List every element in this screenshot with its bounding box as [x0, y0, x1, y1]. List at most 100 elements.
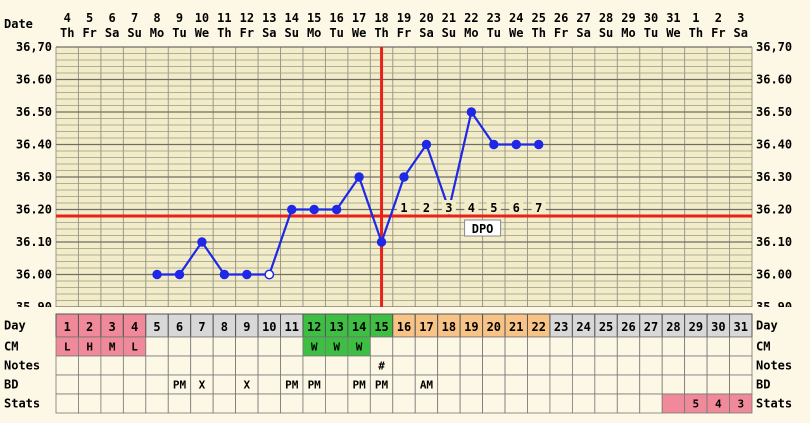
day-number: 7	[198, 320, 205, 334]
day-number: 18	[442, 320, 456, 334]
y-axis-left-group: 35,9036.0036.1036.2036.3036.4036.5036.60…	[16, 40, 52, 314]
weekday-label: Fr	[397, 26, 411, 40]
bd-cell	[55, 374, 79, 395]
cm-cell	[280, 336, 304, 357]
bd-cell	[571, 374, 596, 395]
cm-cell-text: W	[333, 341, 340, 354]
day-number: 23	[554, 320, 568, 334]
weekday-label: Su	[442, 26, 456, 40]
date-tick-label: 1	[692, 11, 699, 25]
date-tick-label: 28	[599, 11, 613, 25]
cm-cell	[414, 336, 439, 357]
weekday-label: Tu	[644, 26, 658, 40]
dpo-label-box	[464, 219, 502, 237]
day-number: 30	[711, 320, 725, 334]
date-tick-label: 6	[109, 11, 116, 25]
notes-cell	[594, 355, 618, 376]
date-header-label: Date	[4, 17, 33, 31]
date-tick-label: 5	[86, 11, 93, 25]
weekday-label: Sa	[419, 26, 433, 40]
bd-cell	[392, 374, 416, 395]
date-tick-label: 30	[644, 11, 658, 25]
date-tick-label: 24	[509, 11, 523, 25]
date-tick-label: 31	[666, 11, 680, 25]
cm-cell	[482, 336, 506, 357]
day-number: 14	[352, 320, 366, 334]
notes-cell	[639, 355, 663, 376]
notes-cell	[190, 355, 214, 376]
rows-group: 1 2 3 4 5 6 7 8 9 10 11 12 13 14 15 16 17 18 19 20 21 22 23 24 2…	[0, 307, 810, 423]
dpo-number-bg	[419, 200, 434, 214]
temperature-point	[331, 204, 342, 215]
notes-cell	[167, 355, 192, 376]
date-tick-label: 15	[307, 11, 321, 25]
day-number: 27	[644, 320, 658, 334]
reference-lines-group	[56, 47, 752, 307]
stats-cell	[369, 393, 394, 414]
stats-cell	[639, 393, 663, 414]
notes-cell	[122, 355, 147, 376]
temperature-point	[242, 269, 252, 280]
date-tick-label: 14	[285, 11, 299, 25]
y-tick-label-right: 36.40	[756, 138, 792, 152]
weekday-label: Tu	[172, 26, 186, 40]
dpo-number: 3	[445, 201, 452, 215]
bd-cell	[437, 374, 461, 395]
row-label-left: Day	[4, 319, 26, 333]
stats-cell-text: 4	[715, 398, 722, 411]
weekday-label: Fr	[240, 26, 254, 40]
stats-cell	[414, 393, 439, 414]
cm-cell	[212, 336, 237, 357]
y-tick-label-right: 36.00	[756, 268, 792, 282]
weekday-label: Mo	[307, 26, 321, 40]
cm-cell-text: L	[64, 341, 71, 354]
stats-cell	[122, 393, 147, 414]
day-number: 25	[599, 320, 613, 334]
stats-cell	[459, 393, 483, 414]
cm-cell	[392, 336, 416, 357]
temperature-point	[287, 204, 297, 215]
weekday-label: Tu	[487, 26, 501, 40]
cm-cell	[437, 336, 461, 357]
cm-cell	[549, 336, 573, 357]
row-label-right: Day	[756, 319, 778, 333]
bd-cell-text: X	[244, 379, 251, 392]
temperature-point	[174, 269, 185, 280]
notes-cell	[459, 355, 483, 376]
date-tick-label: 2	[715, 11, 722, 25]
bd-cell	[145, 374, 169, 395]
bd-cell	[100, 374, 124, 395]
notes-cell	[571, 355, 596, 376]
notes-cell	[280, 355, 304, 376]
bd-cell	[616, 374, 641, 395]
day-number: 6	[176, 320, 183, 334]
day-number: 9	[243, 320, 250, 334]
notes-cell	[706, 355, 730, 376]
bd-cell	[212, 374, 237, 395]
row-label-right: BD	[756, 378, 770, 392]
weekday-label: Th	[60, 26, 74, 40]
cm-cell-text: W	[356, 341, 363, 354]
stats-cell	[55, 393, 79, 414]
dpo-number: 4	[468, 201, 475, 215]
temperature-point-open	[264, 269, 275, 280]
temperature-point	[152, 269, 162, 280]
day-number: 1	[64, 320, 71, 334]
cm-cell-text: W	[311, 341, 318, 354]
weekday-label: Mo	[464, 26, 478, 40]
cm-cell	[661, 336, 686, 357]
dpo-number: 7	[535, 201, 542, 215]
day-number: 2	[86, 320, 93, 334]
y-tick-label-right: 36.20	[756, 203, 792, 217]
bd-cell-text: PM	[308, 379, 322, 392]
bd-cell	[684, 374, 708, 395]
temperature-point	[197, 237, 207, 247]
weekday-label: Sa	[576, 26, 590, 40]
header-group: Date 4Th5Fr6Sa7Su8Mo9Tu10We11Th12Fr13Sa14…	[4, 11, 748, 40]
date-tick-label: 20	[419, 11, 433, 25]
notes-cell	[616, 355, 641, 376]
notes-cell	[392, 355, 416, 376]
y-tick-label-right: 36,70	[756, 40, 792, 54]
cm-cell	[145, 336, 169, 357]
temperature-line	[157, 109, 539, 276]
